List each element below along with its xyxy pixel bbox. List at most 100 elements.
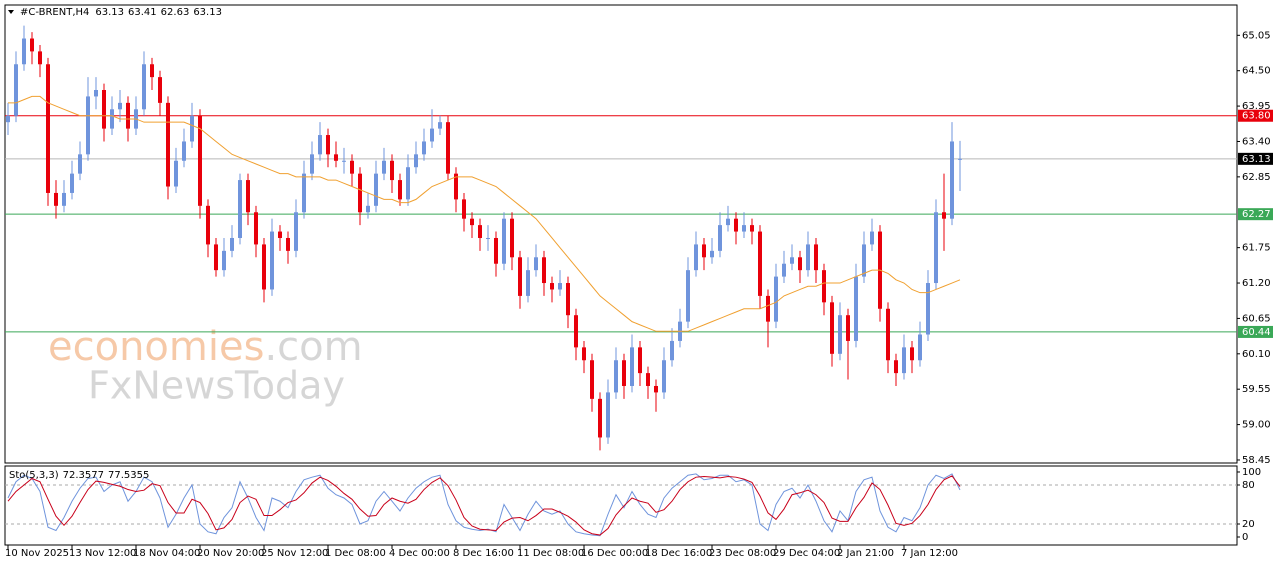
candle-body [694,244,698,271]
candle-body [414,154,418,168]
candle-body [182,141,186,161]
y-tick-label: 61.20 [1242,278,1271,289]
candle-body [302,173,306,213]
candle-body [166,102,170,187]
y-tick-label: 59.55 [1242,384,1271,395]
candle-body [54,192,58,206]
candle-body [78,154,82,174]
x-tick-label: 1 Dec 08:00 [325,548,386,559]
candle-body [238,180,242,238]
candle-body [958,158,962,160]
candle-body [86,96,90,155]
candle-body [526,270,530,296]
x-tick-label: 8 Dec 16:00 [453,548,514,559]
osc-tick-label: 100 [1242,467,1261,478]
menu-triangle[interactable] [8,10,14,14]
candle-body [806,244,810,271]
candle-body [686,270,690,322]
y-tick-label: 60.65 [1242,313,1271,324]
candle-body [814,244,818,271]
candle-body [374,173,378,206]
level-box [1238,325,1273,338]
level-box [1238,109,1273,122]
candle-body [598,398,602,438]
candle-body [630,347,634,386]
oscillator-line [7,475,961,536]
candle-body [574,315,578,348]
candle-body [94,89,98,97]
candle-body [542,257,546,284]
candle-body [14,64,18,116]
candle-body [430,128,434,142]
y-tick-label: 65.05 [1242,30,1271,41]
osc-tick-label: 80 [1242,480,1255,491]
candle-body [750,225,754,232]
candle-body [270,231,274,290]
y-tick-label: 58.45 [1242,455,1271,466]
candle-body [758,231,762,296]
candle-body [934,212,938,284]
x-tick-label: 18 Nov 04:00 [133,548,200,559]
candle-body [710,250,714,258]
candle-body [654,385,658,393]
y-tick-label: 62.85 [1242,172,1271,183]
candle-body [438,122,442,129]
candle-body [174,160,178,187]
x-tick-label: 4 Dec 00:00 [389,548,450,559]
candle-body [854,276,858,341]
candle-body [398,180,402,200]
symbol-header: #C-BRENT,H4 63.13 63.41 62.63 63.13 [20,7,222,18]
level-label: 62.27 [1242,209,1271,220]
y-tick-label: 63.95 [1242,101,1271,112]
candle-body [262,244,266,290]
candle-body [830,302,834,354]
candle-body [334,154,338,161]
candle-body [190,115,194,142]
candle-body [510,218,514,258]
level-label: 60.44 [1242,327,1271,338]
candle-body [782,263,786,277]
candle-body [454,173,458,200]
oscillator-header: Sto(5,3,3) 72.3577 77.5355 [9,470,149,481]
x-tick-label: 29 Dec 04:00 [773,548,840,559]
candle-body [294,212,298,251]
candle-body [926,283,930,335]
candle-body [918,334,922,361]
y-tick-label: 64.50 [1242,66,1271,77]
candle-body [462,199,466,219]
candle-body [862,244,866,277]
candle-body [942,212,946,219]
candle-body [342,160,346,162]
osc-tick-label: 20 [1242,519,1255,530]
candle-body [46,64,50,193]
candle-body [902,347,906,374]
osc-tick-label: 0 [1242,532,1248,543]
last-open: 63.13 [95,7,124,18]
candle-body [590,360,594,399]
candle-body [102,89,106,129]
candle-body [886,308,890,361]
level-label: 63.80 [1242,111,1271,122]
candle-body [30,38,34,52]
y-tick-label: 59.00 [1242,420,1271,431]
candle-body [406,167,410,200]
candle-body [702,244,706,258]
symbol: #C-BRENT,H4 [20,7,89,18]
x-tick-label: 11 Dec 08:00 [517,548,584,559]
candle-body [366,205,370,213]
candle-body [318,135,322,155]
candle-body [606,392,610,438]
oscillator-main: 72.3577 [63,470,104,481]
candle-body [286,237,290,251]
last-low: 62.63 [161,7,190,18]
candle-body [766,295,770,322]
oscillator-panel [4,465,1238,546]
y-tick-label: 63.40 [1242,136,1271,147]
candle-body [518,257,522,296]
candle-body [798,257,802,271]
x-tick-label: 23 Dec 08:00 [709,548,776,559]
candle-body [326,135,330,155]
oscillator-label: Sto(5,3,3) [9,470,59,481]
